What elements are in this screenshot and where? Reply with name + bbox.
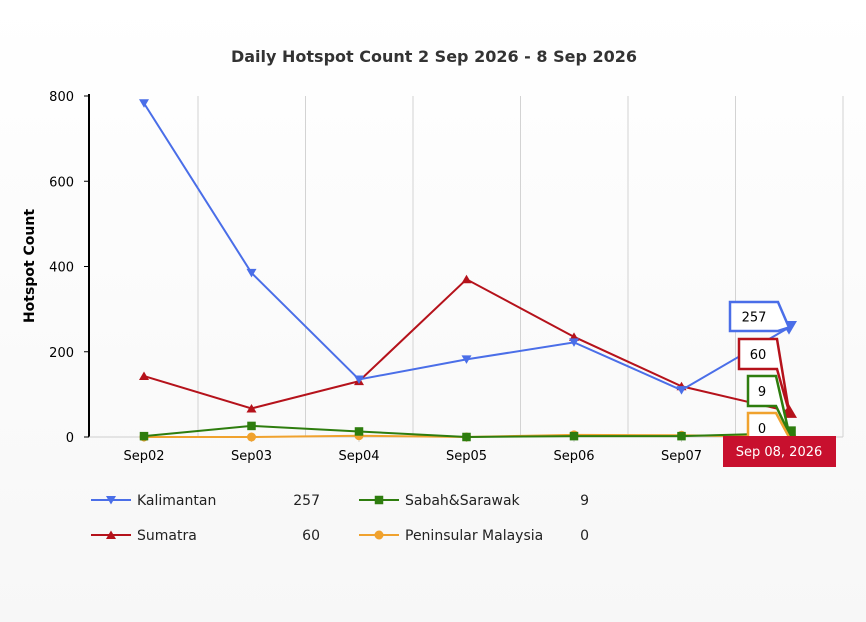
y-tick-label: 800 [49,90,74,105]
data-point [677,431,686,441]
legend-series-name: Peninsular Malaysia [405,528,543,544]
legend-swatch-marker [374,530,384,540]
y-tick-label: 600 [49,175,74,190]
crosshair-date-label: Sep 08, 2026 [736,445,823,460]
data-point [462,432,471,442]
data-point [354,375,364,384]
legend-swatch-marker [106,530,116,539]
legend-swatch-marker [106,496,116,505]
legend-series-value: 60 [302,528,320,544]
x-tick-label: Sep05 [446,449,487,464]
chart-title: Daily Hotspot Count 2 Sep 2026 - 8 Sep 2… [231,47,637,66]
x-tick-label: Sep03 [231,449,272,464]
data-point [246,403,257,413]
legend-series-value: 9 [580,493,589,509]
data-point [139,99,149,108]
y-tick-label: 0 [66,431,74,446]
data-point [139,431,149,441]
value-callout [746,374,791,434]
value-callout-label: 9 [758,385,766,400]
legend: Kalimantan 257 Sabah&Sarawak 9 Sumatra 60 Peni… [91,493,589,544]
series-line-0 [143,102,790,392]
legend-swatch-marker [374,495,384,505]
y-axis-label: Hotspot Count [22,209,38,323]
value-callout-label: 60 [750,348,767,363]
legend-series-value: 0 [580,528,589,544]
data-point [569,338,579,347]
series-line-1 [143,278,790,413]
data-point [461,274,472,284]
value-callout-label: 257 [742,311,767,326]
crosshair-date-box [723,436,836,467]
data-point [139,371,149,381]
data-point [247,432,256,442]
x-tick-label: Sep02 [123,449,164,464]
legend-series-name: Sabah&Sarawak [405,493,521,509]
data-point [569,431,579,441]
x-tick-label: Sep04 [338,449,379,464]
value-callout-label: 0 [758,422,766,437]
data-point [461,355,472,364]
data-point [676,386,687,395]
data-point [246,268,257,278]
value-callout [737,337,791,412]
legend-series-value: 257 [293,493,320,509]
data-point [354,427,364,436]
value-callout [728,300,791,333]
data-point [247,421,256,431]
y-tick-label: 200 [49,346,74,361]
legend-series-name: Kalimantan [137,493,216,509]
x-tick-label: Sep07 [661,449,702,464]
legend-series-name: Sumatra [137,528,197,544]
x-tick-label: Sep06 [553,449,594,464]
y-tick-label: 400 [49,261,74,276]
